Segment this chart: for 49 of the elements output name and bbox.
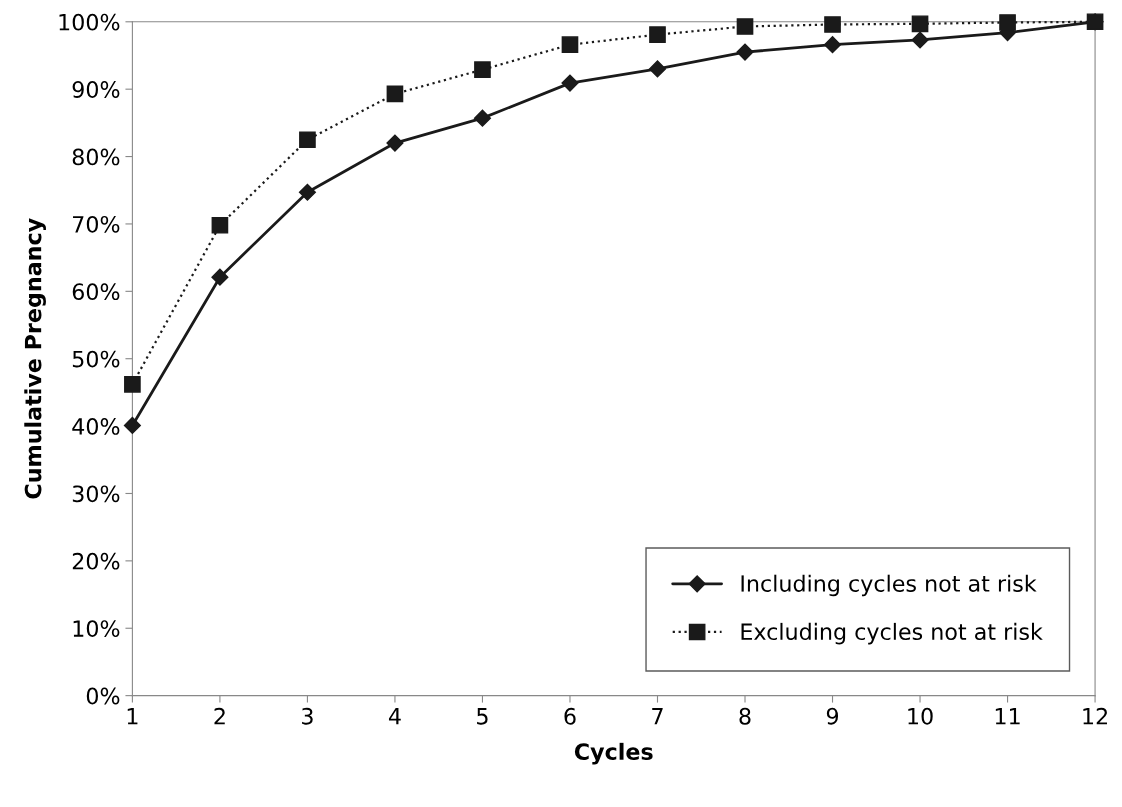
x-tick-label: 8 <box>739 707 751 725</box>
point <box>648 60 667 78</box>
x-tick-label: 11 <box>995 708 1020 725</box>
point <box>211 216 229 234</box>
x-axis-title: Cycles <box>574 742 653 765</box>
point <box>473 109 492 127</box>
point <box>911 31 929 49</box>
x-tick-label: 4 <box>388 708 401 725</box>
x-tick-label: 12 <box>1083 707 1107 725</box>
y-tick-label: 40% <box>72 418 120 435</box>
point <box>736 43 754 61</box>
y-tick-label: 50% <box>72 350 120 368</box>
point <box>123 416 141 434</box>
point <box>474 61 491 78</box>
point <box>1086 13 1104 31</box>
legend-label: Excluding cycles not at risk <box>741 622 1043 645</box>
y-tick-label: 70% <box>73 215 120 233</box>
x-tick-label: 5 <box>477 708 488 725</box>
point <box>649 26 666 43</box>
point <box>299 131 316 149</box>
x-tick-label: 1 <box>127 708 138 725</box>
x-tick-label: 9 <box>826 707 839 725</box>
x-tick-label: 3 <box>302 707 313 725</box>
x-tick-label: 7 <box>652 708 663 725</box>
point <box>561 74 579 92</box>
point <box>211 268 229 286</box>
x-tick-label: 10 <box>908 707 933 725</box>
point <box>911 15 929 33</box>
point <box>298 183 316 201</box>
y-tick-label: 10% <box>73 620 120 638</box>
y-tick-label: 80% <box>72 148 120 166</box>
point <box>561 36 579 54</box>
y-tick-label: 100% <box>59 13 120 31</box>
y-tick-label: 0% <box>86 687 120 705</box>
point <box>736 18 754 35</box>
legend-label: Including cycles not at risk <box>741 574 1037 597</box>
point <box>999 14 1016 31</box>
point <box>124 375 141 393</box>
y-axis-title: Cumulative Pregnancy <box>24 218 46 499</box>
x-tick-label: 6 <box>564 707 576 725</box>
y-tick-label: 90% <box>72 81 120 98</box>
y-tick-label: 30% <box>72 485 120 503</box>
point <box>824 16 841 33</box>
y-tick-label: 60% <box>72 283 120 301</box>
x-tick-label: 2 <box>214 707 225 725</box>
point <box>386 85 404 103</box>
point <box>386 134 404 152</box>
y-tick-label: 20% <box>72 552 120 570</box>
point <box>823 36 842 54</box>
